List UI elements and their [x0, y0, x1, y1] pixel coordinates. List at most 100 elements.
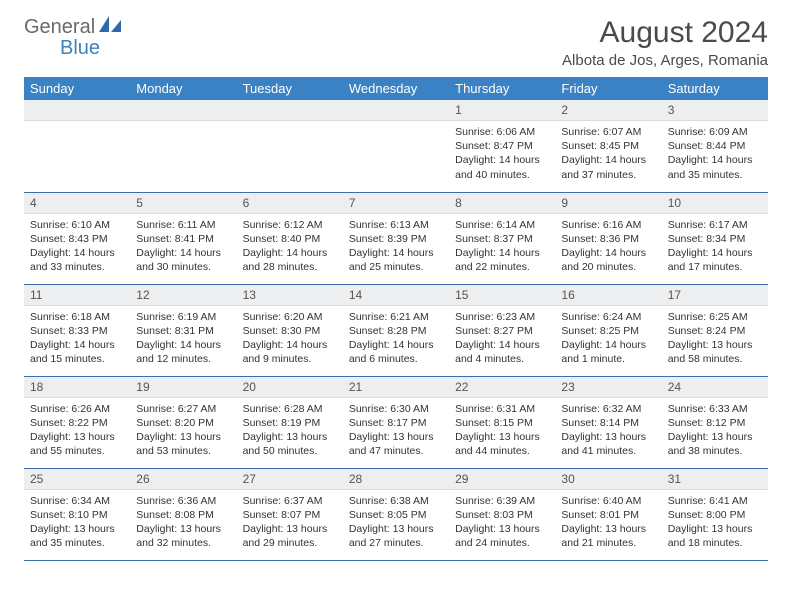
- calendar-day-cell: 17Sunrise: 6:25 AMSunset: 8:24 PMDayligh…: [662, 284, 768, 376]
- sunset-line: Sunset: 8:25 PM: [561, 324, 655, 338]
- sunrise-line: Sunrise: 6:20 AM: [243, 310, 337, 324]
- calendar-day-cell: 10Sunrise: 6:17 AMSunset: 8:34 PMDayligh…: [662, 192, 768, 284]
- calendar-day-cell: 28Sunrise: 6:38 AMSunset: 8:05 PMDayligh…: [343, 468, 449, 560]
- calendar-day-cell: 23Sunrise: 6:32 AMSunset: 8:14 PMDayligh…: [555, 376, 661, 468]
- daylight-line: Daylight: 14 hours and 30 minutes.: [136, 246, 230, 274]
- day-content: Sunrise: 6:14 AMSunset: 8:37 PMDaylight:…: [449, 214, 555, 279]
- weekday-header: Tuesday: [237, 77, 343, 100]
- month-title: August 2024: [562, 16, 768, 50]
- calendar-day-cell: 25Sunrise: 6:34 AMSunset: 8:10 PMDayligh…: [24, 468, 130, 560]
- page-header: General Blue August 2024 Albota de Jos, …: [24, 16, 768, 69]
- sunrise-line: Sunrise: 6:34 AM: [30, 494, 124, 508]
- day-number: 22: [449, 377, 555, 398]
- daylight-line: Daylight: 13 hours and 58 minutes.: [668, 338, 762, 366]
- day-number: 14: [343, 285, 449, 306]
- day-content: Sunrise: 6:37 AMSunset: 8:07 PMDaylight:…: [237, 490, 343, 555]
- calendar-day-cell: [343, 100, 449, 192]
- sunset-line: Sunset: 8:45 PM: [561, 139, 655, 153]
- daylight-line: Daylight: 13 hours and 38 minutes.: [668, 430, 762, 458]
- sunset-line: Sunset: 8:37 PM: [455, 232, 549, 246]
- sunset-line: Sunset: 8:20 PM: [136, 416, 230, 430]
- sunrise-line: Sunrise: 6:21 AM: [349, 310, 443, 324]
- title-block: August 2024 Albota de Jos, Arges, Romani…: [562, 16, 768, 69]
- sunrise-line: Sunrise: 6:27 AM: [136, 402, 230, 416]
- daylight-line: Daylight: 14 hours and 6 minutes.: [349, 338, 443, 366]
- weekday-header-row: Sunday Monday Tuesday Wednesday Thursday…: [24, 77, 768, 100]
- sunset-line: Sunset: 8:10 PM: [30, 508, 124, 522]
- calendar-day-cell: 24Sunrise: 6:33 AMSunset: 8:12 PMDayligh…: [662, 376, 768, 468]
- day-number: 6: [237, 193, 343, 214]
- daylight-line: Daylight: 14 hours and 12 minutes.: [136, 338, 230, 366]
- calendar-week-row: 25Sunrise: 6:34 AMSunset: 8:10 PMDayligh…: [24, 468, 768, 560]
- logo: General Blue: [24, 16, 121, 58]
- calendar-day-cell: 5Sunrise: 6:11 AMSunset: 8:41 PMDaylight…: [130, 192, 236, 284]
- day-content: Sunrise: 6:06 AMSunset: 8:47 PMDaylight:…: [449, 121, 555, 186]
- weekday-header: Monday: [130, 77, 236, 100]
- calendar-day-cell: 21Sunrise: 6:30 AMSunset: 8:17 PMDayligh…: [343, 376, 449, 468]
- calendar-day-cell: 14Sunrise: 6:21 AMSunset: 8:28 PMDayligh…: [343, 284, 449, 376]
- daylight-line: Daylight: 14 hours and 15 minutes.: [30, 338, 124, 366]
- sunrise-line: Sunrise: 6:10 AM: [30, 218, 124, 232]
- calendar-day-cell: [24, 100, 130, 192]
- weekday-header: Friday: [555, 77, 661, 100]
- day-content: Sunrise: 6:31 AMSunset: 8:15 PMDaylight:…: [449, 398, 555, 463]
- sunset-line: Sunset: 8:43 PM: [30, 232, 124, 246]
- sunrise-line: Sunrise: 6:18 AM: [30, 310, 124, 324]
- day-content: Sunrise: 6:28 AMSunset: 8:19 PMDaylight:…: [237, 398, 343, 463]
- sunrise-line: Sunrise: 6:24 AM: [561, 310, 655, 324]
- day-number: 23: [555, 377, 661, 398]
- sunrise-line: Sunrise: 6:39 AM: [455, 494, 549, 508]
- sunset-line: Sunset: 8:30 PM: [243, 324, 337, 338]
- calendar-day-cell: 4 Sunrise: 6:10 AMSunset: 8:43 PMDaylight…: [24, 192, 130, 284]
- daylight-line: Daylight: 14 hours and 4 minutes.: [455, 338, 549, 366]
- day-number: [130, 100, 236, 121]
- day-content: Sunrise: 6:12 AMSunset: 8:40 PMDaylight:…: [237, 214, 343, 279]
- day-number: 16: [555, 285, 661, 306]
- sunrise-line: Sunrise: 6:11 AM: [136, 218, 230, 232]
- day-number: 11: [24, 285, 130, 306]
- day-content: Sunrise: 6:11 AMSunset: 8:41 PMDaylight:…: [130, 214, 236, 279]
- day-content: Sunrise: 6:07 AMSunset: 8:45 PMDaylight:…: [555, 121, 661, 186]
- weekday-header: Thursday: [449, 77, 555, 100]
- day-number: 3: [662, 100, 768, 121]
- day-content: Sunrise: 6:17 AMSunset: 8:34 PMDaylight:…: [662, 214, 768, 279]
- calendar-week-row: 18Sunrise: 6:26 AMSunset: 8:22 PMDayligh…: [24, 376, 768, 468]
- sunset-line: Sunset: 8:19 PM: [243, 416, 337, 430]
- day-number: 2: [555, 100, 661, 121]
- sunrise-line: Sunrise: 6:32 AM: [561, 402, 655, 416]
- daylight-line: Daylight: 14 hours and 22 minutes.: [455, 246, 549, 274]
- calendar-week-row: 4Sunrise: 6:10 AMSunset: 8:43 PMDaylight…: [24, 192, 768, 284]
- day-content: Sunrise: 6:32 AMSunset: 8:14 PMDaylight:…: [555, 398, 661, 463]
- sunrise-line: Sunrise: 6:16 AM: [561, 218, 655, 232]
- calendar-day-cell: 6Sunrise: 6:12 AMSunset: 8:40 PMDaylight…: [237, 192, 343, 284]
- day-content: Sunrise: 6:39 AMSunset: 8:03 PMDaylight:…: [449, 490, 555, 555]
- calendar-day-cell: [237, 100, 343, 192]
- logo-text-general: General: [24, 17, 95, 37]
- day-number: 7: [343, 193, 449, 214]
- day-number: 9: [555, 193, 661, 214]
- day-content: Sunrise: 6:34 AMSunset: 8:10 PMDaylight:…: [24, 490, 130, 555]
- calendar-day-cell: 12Sunrise: 6:19 AMSunset: 8:31 PMDayligh…: [130, 284, 236, 376]
- sunset-line: Sunset: 8:07 PM: [243, 508, 337, 522]
- sunset-line: Sunset: 8:33 PM: [30, 324, 124, 338]
- sunrise-line: Sunrise: 6:12 AM: [243, 218, 337, 232]
- sunset-line: Sunset: 8:39 PM: [349, 232, 443, 246]
- day-number: 21: [343, 377, 449, 398]
- daylight-line: Daylight: 14 hours and 33 minutes.: [30, 246, 124, 274]
- day-number: 5: [130, 193, 236, 214]
- daylight-line: Daylight: 14 hours and 9 minutes.: [243, 338, 337, 366]
- calendar-body: 1Sunrise: 6:06 AMSunset: 8:47 PMDaylight…: [24, 100, 768, 560]
- sunrise-line: Sunrise: 6:38 AM: [349, 494, 443, 508]
- sunset-line: Sunset: 8:05 PM: [349, 508, 443, 522]
- sunrise-line: Sunrise: 6:40 AM: [561, 494, 655, 508]
- daylight-line: Daylight: 13 hours and 55 minutes.: [30, 430, 124, 458]
- calendar-table: Sunday Monday Tuesday Wednesday Thursday…: [24, 77, 768, 561]
- sunrise-line: Sunrise: 6:37 AM: [243, 494, 337, 508]
- sunrise-line: Sunrise: 6:30 AM: [349, 402, 443, 416]
- sunrise-line: Sunrise: 6:09 AM: [668, 125, 762, 139]
- day-content: Sunrise: 6:18 AMSunset: 8:33 PMDaylight:…: [24, 306, 130, 371]
- sunset-line: Sunset: 8:17 PM: [349, 416, 443, 430]
- daylight-line: Daylight: 13 hours and 29 minutes.: [243, 522, 337, 550]
- day-number: 4: [24, 193, 130, 214]
- sunrise-line: Sunrise: 6:23 AM: [455, 310, 549, 324]
